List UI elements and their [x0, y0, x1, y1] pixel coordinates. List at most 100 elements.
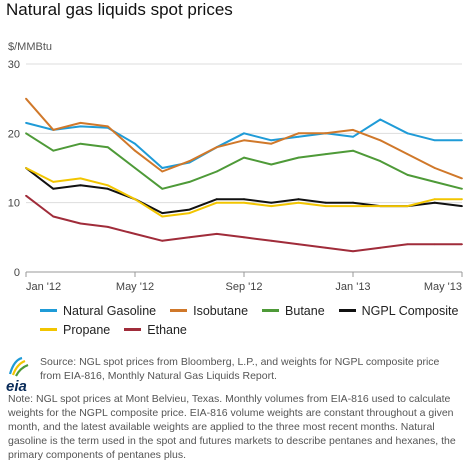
- data-point: [134, 149, 136, 152]
- data-point: [161, 170, 164, 173]
- data-point: [433, 198, 436, 201]
- chart-legend: Natural Gasoline Isobutane Butane NGPL Comp…: [40, 301, 458, 339]
- data-point: [433, 243, 436, 246]
- data-point: [406, 132, 409, 135]
- data-point: [161, 215, 164, 218]
- data-point: [25, 132, 27, 135]
- data-point: [215, 170, 218, 173]
- data-point: [243, 198, 245, 201]
- data-point: [79, 142, 82, 145]
- data-point: [352, 201, 354, 204]
- data-point: [297, 135, 300, 138]
- data-point: [324, 201, 327, 204]
- data-point: [243, 132, 245, 135]
- data-point: [215, 201, 218, 204]
- data-point: [324, 246, 327, 249]
- data-point: [106, 187, 109, 190]
- data-point: [25, 167, 27, 169]
- data-point: [352, 250, 354, 253]
- x-tick-label: May '13: [424, 281, 462, 293]
- data-point: [243, 236, 245, 239]
- data-point: [406, 174, 409, 176]
- data-point: [270, 201, 273, 204]
- data-point: [134, 198, 136, 201]
- data-point: [433, 167, 436, 169]
- legend-label: Ethane: [147, 322, 187, 337]
- legend-row: Propane Ethane: [40, 320, 440, 339]
- data-point: [379, 118, 382, 121]
- legend-label: Isobutane: [193, 303, 249, 318]
- data-point: [215, 232, 218, 235]
- legend-item: Natural Gasoline: [40, 304, 156, 318]
- data-point: [352, 135, 354, 138]
- legend-item: NGPL Composite: [338, 303, 459, 318]
- data-point: [461, 205, 463, 208]
- legend-swatch: [262, 309, 280, 312]
- data-point: [79, 125, 82, 128]
- data-point: [406, 205, 409, 208]
- data-point: [461, 243, 463, 246]
- data-point: [79, 222, 82, 225]
- data-point: [461, 177, 463, 180]
- data-point: [79, 184, 82, 187]
- data-point: [25, 194, 27, 197]
- eia-logo-icon: [8, 356, 29, 377]
- data-point: [297, 132, 300, 135]
- data-point: [25, 97, 27, 100]
- series-line-isobutane: [25, 98, 463, 180]
- data-point: [134, 142, 136, 145]
- x-tick-label: Jan '13: [335, 281, 370, 293]
- data-point: [379, 246, 382, 249]
- data-point: [324, 132, 327, 135]
- data-point: [270, 163, 273, 166]
- data-point: [215, 146, 218, 149]
- data-point: [25, 122, 27, 124]
- data-point: [52, 128, 55, 131]
- data-point: [188, 212, 191, 214]
- data-point: [270, 142, 273, 145]
- data-point: [461, 198, 463, 201]
- grid-layer: [26, 63, 462, 273]
- series-line-propane: [25, 167, 462, 218]
- chart-title: Natural gas liquids spot prices: [6, 0, 233, 19]
- data-point: [297, 198, 300, 201]
- line-chart: 0 10 20 30 Jan '12 May '12 Sep '12 Jan '13 May '…: [8, 59, 463, 293]
- series-layer: [25, 97, 463, 253]
- data-point: [352, 205, 354, 208]
- data-point: [461, 139, 463, 142]
- legend-label: Propane: [63, 322, 111, 337]
- data-point: [79, 177, 82, 180]
- data-point: [379, 160, 382, 162]
- legend-row: Natural Gasoline Isobutane Butane NGPL Comp…: [40, 301, 458, 320]
- x-tick-label: May '12: [116, 281, 154, 293]
- x-tick-label: Jan '12: [26, 281, 61, 293]
- legend-item: Propane: [40, 323, 110, 337]
- data-point: [270, 205, 273, 208]
- data-point: [79, 122, 82, 124]
- data-point: [52, 187, 55, 190]
- legend-label: Butane: [285, 303, 325, 318]
- data-point: [188, 208, 191, 211]
- note-text: Note: NGL spot prices at Mont Belvieu, T…: [8, 393, 456, 461]
- legend-item: Ethane: [124, 323, 187, 337]
- data-point: [134, 167, 136, 169]
- data-point: [352, 149, 354, 152]
- legend-label: NGPL Composite: [361, 303, 459, 318]
- data-point: [52, 180, 55, 183]
- data-point: [106, 125, 109, 128]
- legend-swatch: [40, 328, 57, 331]
- data-point: [433, 180, 436, 183]
- legend-label: Natural Gasoline: [63, 303, 157, 318]
- data-point: [379, 139, 382, 142]
- data-point: [297, 243, 300, 246]
- data-point: [433, 139, 436, 142]
- data-point: [433, 201, 436, 204]
- data-point: [243, 139, 245, 142]
- data-point: [406, 243, 409, 246]
- data-point: [379, 205, 382, 208]
- data-point: [188, 160, 191, 162]
- y-tick-label: 10: [8, 198, 20, 210]
- eia-logo-text: eia: [6, 378, 27, 395]
- data-point: [270, 139, 273, 142]
- data-point: [324, 205, 327, 208]
